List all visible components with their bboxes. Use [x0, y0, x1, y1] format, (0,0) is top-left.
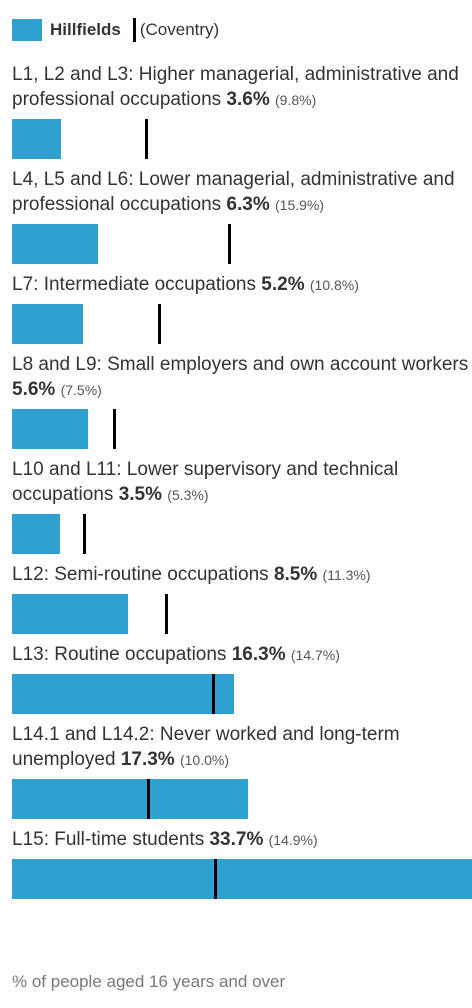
- category-label: L13: Routine occupations 16.3% (14.7%): [12, 642, 472, 668]
- category-label: L8 and L9: Small employers and own accou…: [12, 352, 472, 403]
- bar-list: L1, L2 and L3: Higher managerial, admini…: [12, 62, 472, 907]
- comparison-label: (14.9%): [268, 832, 318, 848]
- bar-track: [12, 224, 472, 264]
- bar: [12, 514, 60, 554]
- bar: [12, 859, 472, 899]
- legend: Hillfields (Coventry): [12, 18, 219, 42]
- bar: [12, 409, 89, 449]
- legend-swatch: [12, 19, 42, 41]
- legend-label: (Coventry): [139, 20, 220, 39]
- comparison-label: (15.9%): [275, 197, 325, 213]
- comparison-label: (11.3%): [322, 567, 371, 583]
- value-label: 16.3%: [231, 644, 286, 665]
- bar-track: [12, 859, 472, 899]
- comparison-marker: [214, 859, 218, 899]
- bar-track: [12, 514, 472, 554]
- comparison-label: (10.8%): [309, 277, 359, 293]
- value-label: 17.3%: [120, 749, 175, 770]
- value-label: 6.3%: [226, 194, 270, 215]
- comparison-marker: [113, 409, 117, 449]
- bar: [12, 224, 98, 264]
- comparison-label: (7.5%): [60, 382, 102, 398]
- legend-marker: [132, 18, 136, 42]
- bar-track: [12, 674, 472, 714]
- legend-label: Hillfields: [50, 20, 121, 39]
- value-label: 8.5%: [273, 564, 318, 585]
- category-text: L13: Routine occupations: [12, 644, 227, 665]
- comparison-label: (9.8%): [275, 92, 317, 108]
- category-label: L15: Full-time students 33.7% (14.9%): [12, 827, 472, 853]
- category-label: L12: Semi-routine occupations 8.5% (11.3…: [12, 562, 472, 588]
- bar-track: [12, 304, 472, 344]
- category-text: L15: Full-time students: [12, 829, 205, 850]
- category-text: L7: Intermediate occupations: [12, 274, 256, 295]
- bar-track: [12, 594, 472, 634]
- comparison-marker: [83, 514, 87, 554]
- category-label: L7: Intermediate occupations 5.2% (10.8%…: [12, 272, 472, 298]
- bar: [12, 779, 249, 819]
- category-label: L1, L2 and L3: Higher managerial, admini…: [12, 62, 472, 113]
- value-label: 33.7%: [209, 829, 264, 850]
- bar-track: [12, 119, 472, 159]
- comparison-marker: [144, 119, 148, 159]
- comparison-label: (14.7%): [290, 647, 340, 663]
- category-text: L1, L2 and L3: Higher managerial, admini…: [12, 64, 459, 110]
- category-text: L10 and L11: Lower supervisory and techn…: [12, 459, 399, 505]
- bar: [12, 674, 235, 714]
- comparison-marker: [147, 779, 151, 819]
- bar-track: [12, 779, 472, 819]
- comparison-label: (10.0%): [179, 752, 229, 768]
- bar-track: [12, 409, 472, 449]
- bar: [12, 119, 62, 159]
- value-label: 3.5%: [118, 484, 162, 505]
- category-label: L14.1 and L14.2: Never worked and long-t…: [12, 722, 472, 773]
- value-label: 3.6%: [226, 89, 270, 110]
- value-label: 5.2%: [261, 274, 305, 295]
- note: % of people aged 16 years and over: [12, 972, 286, 991]
- bar: [12, 594, 129, 634]
- bar: [12, 304, 83, 344]
- value-label: 5.6%: [12, 379, 56, 400]
- category-label: L4, L5 and L6: Lower managerial, adminis…: [12, 167, 472, 218]
- comparison-label: (5.3%): [167, 487, 209, 503]
- category-label: L10 and L11: Lower supervisory and techn…: [12, 457, 472, 508]
- category-text: L8 and L9: Small employers and own accou…: [12, 354, 469, 375]
- comparison-marker: [228, 224, 232, 264]
- category-text: L12: Semi-routine occupations: [12, 564, 269, 585]
- comparison-marker: [158, 304, 162, 344]
- category-text: L4, L5 and L6: Lower managerial, adminis…: [12, 169, 455, 215]
- comparison-marker: [165, 594, 169, 634]
- category-text: L14.1 and L14.2: Never worked and long-t…: [12, 724, 400, 770]
- comparison-marker: [211, 674, 215, 714]
